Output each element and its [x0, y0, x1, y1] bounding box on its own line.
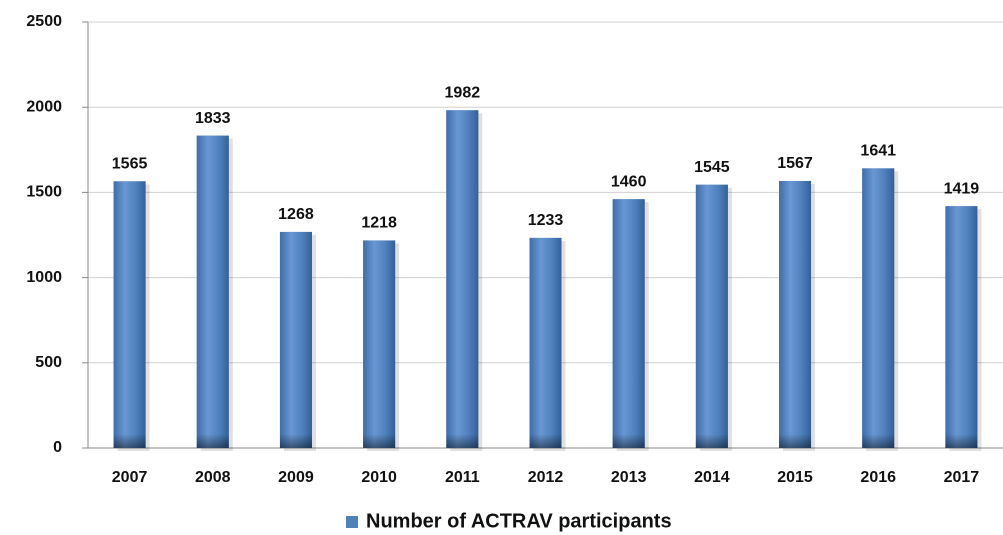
- x-tick-label: 2016: [860, 469, 896, 486]
- data-label: 1545: [694, 159, 730, 176]
- x-tick-label: 2009: [278, 469, 314, 486]
- x-tick-label: 2017: [944, 469, 980, 486]
- bar-shade: [612, 199, 645, 448]
- data-label: 1460: [611, 173, 647, 190]
- y-tick-label: 1000: [26, 269, 62, 286]
- data-label: 1218: [361, 215, 397, 232]
- x-tick-label: 2014: [694, 469, 730, 486]
- data-label: 1641: [860, 143, 896, 160]
- y-tick-label: 0: [53, 439, 62, 456]
- bar-shade: [862, 168, 895, 448]
- bar-foot: [612, 434, 645, 448]
- y-tick-label: 2500: [26, 13, 62, 30]
- bar-shade: [196, 135, 229, 448]
- legend-swatch: [346, 516, 358, 528]
- bar-foot: [862, 434, 895, 448]
- data-label: 1419: [944, 180, 980, 197]
- bar-foot: [779, 434, 812, 448]
- x-tick-label: 2007: [112, 469, 148, 486]
- x-tick-label: 2015: [777, 469, 813, 486]
- data-label: 1565: [112, 156, 148, 173]
- bar-foot: [446, 434, 479, 448]
- y-tick-label: 500: [35, 354, 62, 371]
- bar-foot: [363, 434, 396, 448]
- bar-shade: [695, 184, 728, 448]
- y-tick-label: 1500: [26, 184, 62, 201]
- bar-shade: [779, 180, 812, 448]
- data-label: 1833: [195, 110, 231, 127]
- bar-shade: [945, 206, 978, 448]
- bar-shade: [279, 231, 312, 448]
- x-tick-label: 2010: [361, 469, 397, 486]
- bar-shade: [113, 181, 146, 448]
- bar-foot: [945, 434, 978, 448]
- y-tick-label: 2000: [26, 98, 62, 115]
- bar-shade: [363, 240, 396, 448]
- bar-shade: [529, 237, 562, 448]
- bar-foot: [113, 434, 146, 448]
- data-label: 1233: [528, 212, 564, 229]
- data-label: 1268: [278, 206, 314, 223]
- x-tick-label: 2012: [528, 469, 564, 486]
- bar-foot: [196, 434, 229, 448]
- bar-foot: [529, 434, 562, 448]
- bar-shade: [446, 110, 479, 448]
- x-tick-label: 2008: [195, 469, 231, 486]
- legend-label: Number of ACTRAV participants: [366, 510, 672, 532]
- bar-foot: [695, 434, 728, 448]
- bar-foot: [279, 434, 312, 448]
- x-tick-label: 2013: [611, 469, 647, 486]
- data-label: 1982: [445, 84, 481, 101]
- x-tick-label: 2011: [445, 469, 480, 486]
- data-label: 1567: [777, 155, 813, 172]
